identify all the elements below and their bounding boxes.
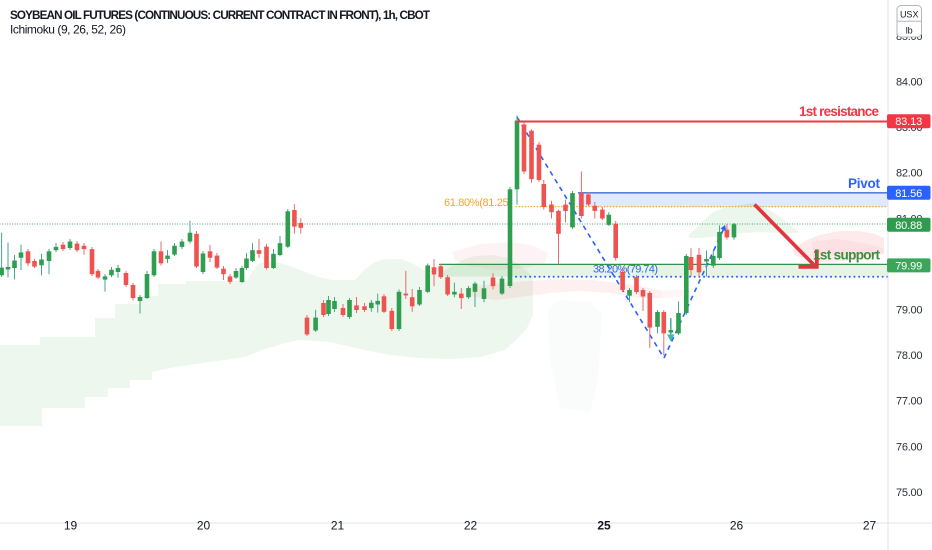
- svg-text:20: 20: [197, 519, 211, 533]
- svg-text:76.00: 76.00: [896, 441, 923, 453]
- svg-text:Pivot: Pivot: [848, 176, 881, 191]
- svg-text:83.13: 83.13: [895, 116, 922, 128]
- svg-text:SOYBEAN OIL FUTURES (CONTINUOU: SOYBEAN OIL FUTURES (CONTINUOUS: CURRENT…: [10, 9, 431, 22]
- svg-text:79.99: 79.99: [895, 260, 922, 272]
- svg-text:77.00: 77.00: [896, 396, 923, 408]
- svg-text:82.00: 82.00: [896, 168, 923, 180]
- svg-text:Ichimoku (9, 26, 52, 26): Ichimoku (9, 26, 52, 26): [10, 23, 126, 37]
- svg-text:26: 26: [730, 519, 744, 533]
- svg-text:81.56: 81.56: [895, 188, 922, 200]
- svg-text:75.00: 75.00: [896, 487, 923, 499]
- svg-text:38.20%(79.74): 38.20%(79.74): [593, 264, 658, 276]
- svg-text:lb: lb: [906, 26, 913, 36]
- svg-text:61.80%(81.25): 61.80%(81.25): [444, 197, 512, 209]
- svg-text:22: 22: [464, 519, 478, 533]
- svg-text:27: 27: [863, 519, 877, 533]
- svg-text:80.88: 80.88: [895, 220, 922, 232]
- svg-text:19: 19: [64, 519, 78, 533]
- svg-text:1st support: 1st support: [813, 248, 881, 263]
- svg-text:78.00: 78.00: [896, 350, 923, 362]
- svg-text:21: 21: [331, 519, 345, 533]
- svg-text:79.00: 79.00: [896, 305, 923, 317]
- svg-text:84.00: 84.00: [896, 77, 923, 89]
- svg-text:1st resistance: 1st resistance: [799, 104, 879, 119]
- svg-text:USX: USX: [900, 10, 919, 20]
- svg-text:25: 25: [597, 519, 611, 533]
